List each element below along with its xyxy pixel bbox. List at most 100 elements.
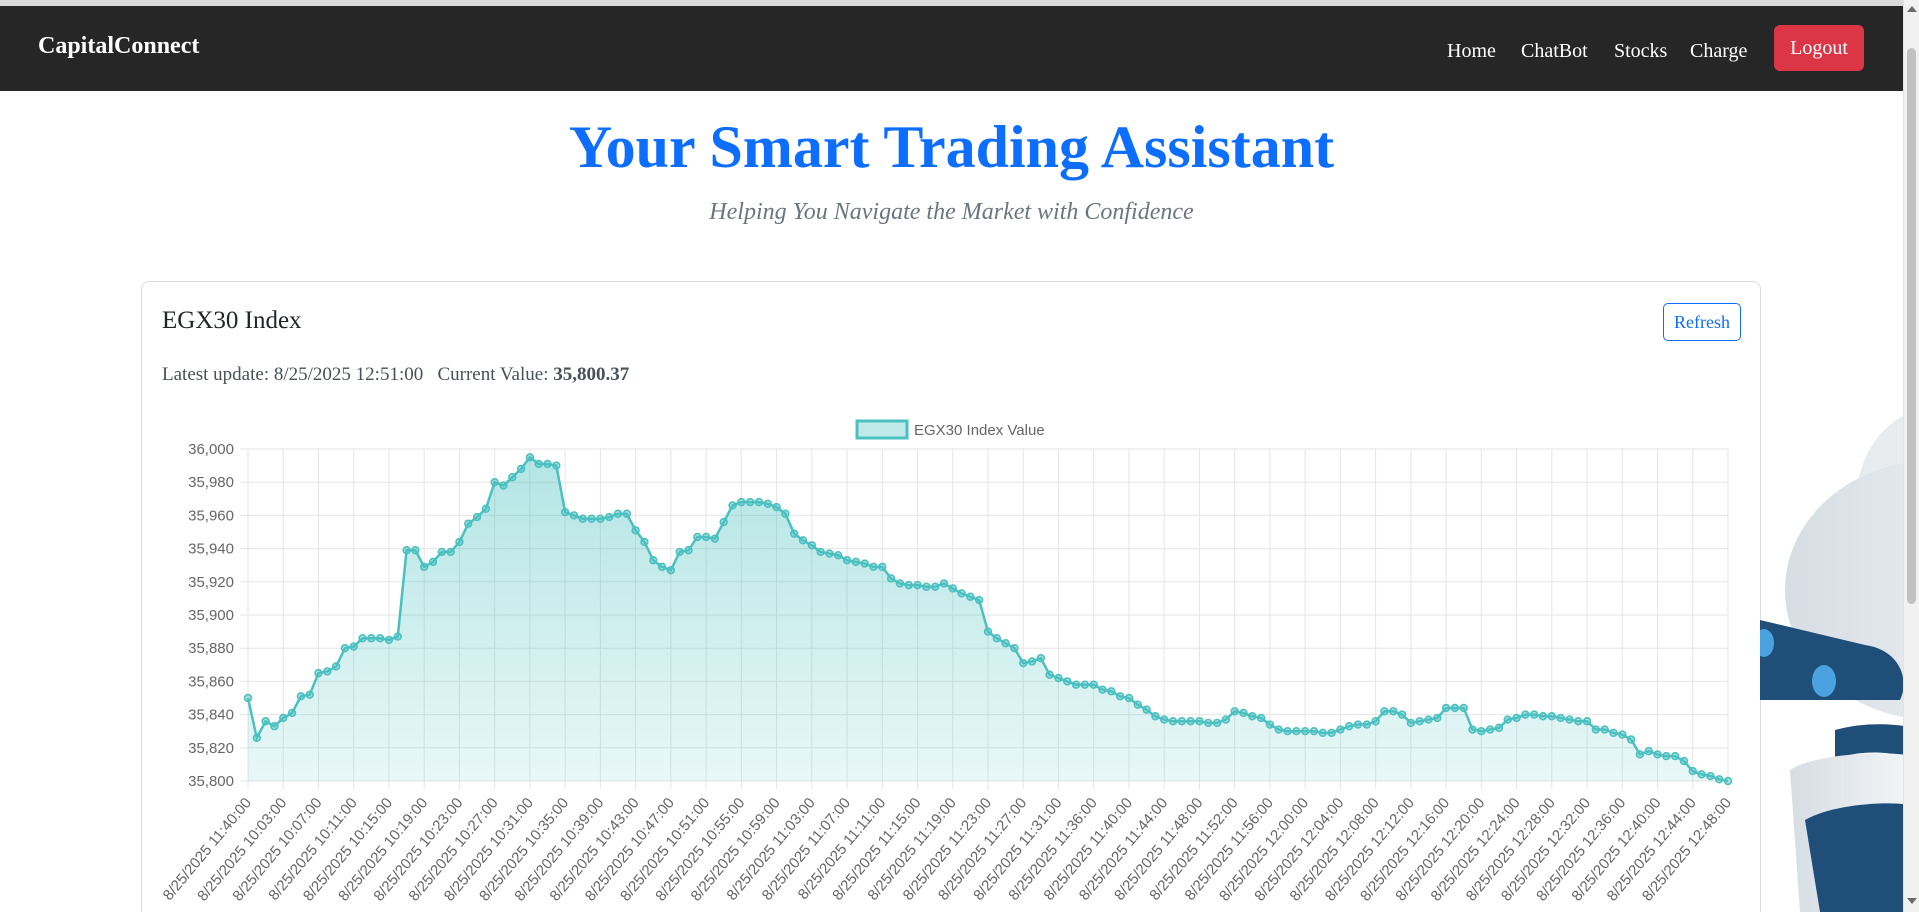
scroll-up-arrow-icon[interactable]	[1907, 6, 1917, 12]
data-point	[631, 526, 640, 535]
refresh-button[interactable]: Refresh	[1663, 303, 1741, 341]
data-point	[1679, 756, 1689, 766]
data-point	[1556, 713, 1565, 723]
page-scrollbar[interactable]	[1903, 0, 1919, 912]
data-point	[719, 517, 728, 527]
data-point	[1045, 670, 1054, 679]
data-point	[1274, 725, 1283, 734]
data-point	[472, 512, 482, 522]
data-point	[1027, 657, 1037, 666]
data-point	[1001, 639, 1010, 648]
data-point	[622, 509, 632, 518]
data-point	[992, 634, 1002, 643]
data-point	[1124, 693, 1134, 703]
data-point	[1080, 680, 1090, 689]
robot-mascot-icon	[1760, 410, 1919, 912]
data-point	[1362, 720, 1372, 729]
data-point	[1635, 750, 1645, 759]
legend-label: EGX30 Index Value	[914, 422, 1045, 439]
data-point	[296, 692, 306, 701]
data-point	[930, 582, 940, 591]
data-point	[1336, 725, 1345, 734]
data-point	[1512, 713, 1521, 723]
data-point	[684, 546, 693, 555]
card-title: EGX30 Index	[162, 307, 302, 334]
data-point	[340, 644, 350, 653]
data-point	[816, 547, 825, 557]
data-point	[825, 549, 834, 558]
data-point	[728, 501, 737, 510]
data-point	[1626, 735, 1636, 744]
nav-link-stocks[interactable]: Stocks	[1614, 40, 1668, 62]
data-point	[745, 497, 755, 507]
data-point	[393, 632, 402, 641]
data-point	[701, 532, 711, 542]
data-point	[428, 557, 438, 567]
data-point	[1477, 727, 1486, 736]
y-tick-label: 35,980	[188, 474, 234, 491]
data-point	[922, 582, 931, 591]
data-point	[869, 562, 878, 572]
egx30-chart: EGX30 Index Value 36,000 35,980 35,960 35,94…	[160, 419, 1735, 905]
data-point	[613, 509, 623, 518]
data-point	[1397, 710, 1407, 719]
data-point	[384, 635, 394, 645]
data-point	[781, 509, 790, 518]
data-point	[349, 642, 358, 651]
data-point	[1221, 715, 1231, 724]
data-point	[1697, 770, 1706, 779]
data-point	[1168, 717, 1178, 726]
data-point	[1054, 673, 1063, 683]
data-point	[1186, 717, 1195, 726]
data-point	[446, 547, 455, 557]
data-point	[1353, 720, 1363, 729]
scroll-down-arrow-icon[interactable]	[1907, 898, 1917, 904]
data-point	[437, 547, 447, 557]
brand-logo[interactable]: CapitalConnect	[38, 33, 200, 59]
data-point	[1195, 717, 1204, 726]
data-point	[1071, 680, 1081, 689]
data-point	[1098, 685, 1107, 694]
data-point	[710, 534, 720, 543]
update-info: Latest update: 8/25/2025 12:51:00 Curren…	[162, 364, 629, 386]
data-point	[1538, 712, 1548, 721]
nav-link-chatbot[interactable]: ChatBot	[1521, 40, 1588, 62]
data-point	[1256, 713, 1266, 723]
data-point	[375, 634, 385, 643]
data-point	[314, 668, 323, 678]
data-point	[1142, 705, 1151, 714]
data-point	[1723, 776, 1733, 786]
data-point	[657, 562, 667, 572]
nav-link-home[interactable]: Home	[1447, 40, 1496, 62]
data-point	[851, 557, 861, 567]
y-tick-label: 35,920	[188, 574, 234, 591]
data-point	[1107, 687, 1116, 696]
data-point	[1344, 722, 1354, 731]
data-point	[772, 502, 781, 512]
data-point	[957, 589, 966, 598]
data-point	[1415, 717, 1424, 726]
data-point	[464, 519, 473, 528]
data-point	[1459, 703, 1468, 713]
nav-link-charge[interactable]: Charge	[1690, 40, 1748, 62]
data-point	[904, 580, 913, 590]
data-point	[1714, 775, 1724, 784]
y-tick-label: 35,800	[188, 773, 234, 790]
data-point	[455, 537, 464, 547]
data-point	[481, 504, 491, 513]
data-point	[508, 473, 517, 482]
data-point	[287, 708, 297, 718]
data-point	[807, 541, 817, 550]
legend-swatch	[855, 419, 909, 440]
scroll-thumb[interactable]	[1907, 48, 1916, 604]
data-point	[666, 565, 676, 575]
logout-button[interactable]: Logout	[1774, 25, 1864, 71]
data-point	[402, 546, 411, 555]
data-point	[1318, 728, 1327, 738]
data-point	[878, 562, 887, 572]
data-point	[754, 497, 764, 507]
data-point	[1600, 725, 1609, 734]
y-tick-label: 36,000	[188, 441, 234, 458]
data-point	[261, 717, 270, 726]
data-point	[948, 584, 957, 593]
